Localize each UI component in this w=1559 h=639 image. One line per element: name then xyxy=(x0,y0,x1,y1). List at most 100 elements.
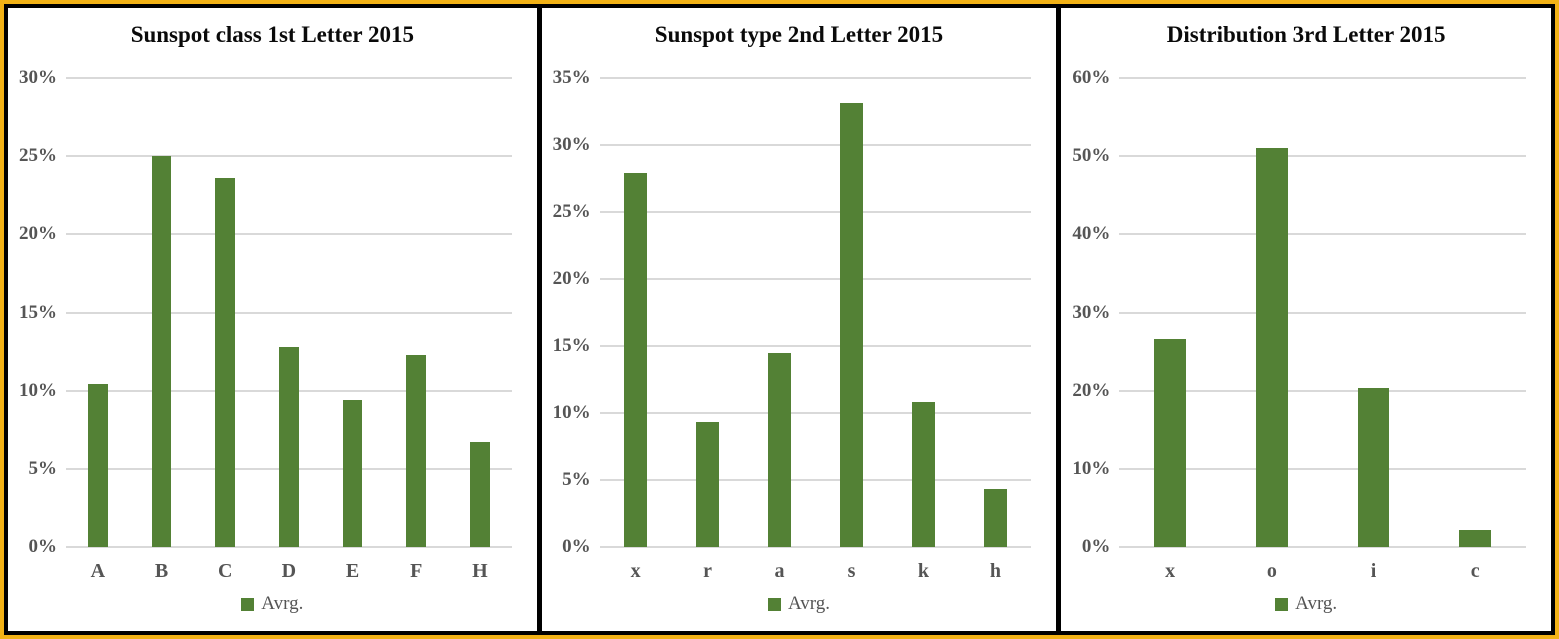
charts-board: Sunspot class 1st Letter 2015 0% 5% 10% 15%… xyxy=(4,4,1555,635)
legend: Avrg. xyxy=(1061,589,1551,619)
y-tick-label: 50% xyxy=(1072,145,1111,167)
y-tick-label: 60% xyxy=(1072,67,1111,88)
x-tick-label: C xyxy=(217,559,233,582)
bar-slot xyxy=(321,78,385,547)
chart-panel-distribution: Distribution 3rd Letter 2015 0% 10% 20% 30%… xyxy=(1056,8,1552,631)
gridline xyxy=(66,77,512,79)
gridline xyxy=(1119,389,1527,392)
chart-panel-sunspot-type: Sunspot type 2nd Letter 2015 0% 5% 10% 15% 2… xyxy=(536,8,1057,631)
x-tick-label: F xyxy=(410,559,423,582)
y-tick-label: 20% xyxy=(1072,379,1111,401)
bar-slot xyxy=(1119,78,1221,547)
x-tick-label: D xyxy=(281,559,297,582)
legend-swatch-icon xyxy=(241,597,255,611)
chart-area: 0% 5% 10% 15% 20% 25% 30% xyxy=(8,67,537,557)
gridline xyxy=(66,546,512,548)
bar-H xyxy=(470,442,490,547)
x-tick-label: o xyxy=(1266,559,1277,582)
bar-slot xyxy=(959,78,1031,547)
y-axis-tick-labels: 0% 10% 20% 30% 40% 50% 60% xyxy=(1061,67,1119,557)
x-tick-label: k xyxy=(917,559,929,582)
chart-panel-sunspot-class: Sunspot class 1st Letter 2015 0% 5% 10% 15%… xyxy=(8,8,537,631)
bar-series xyxy=(66,78,512,547)
y-tick-label: 25% xyxy=(552,201,591,222)
bar-o xyxy=(1256,148,1288,547)
gridline xyxy=(1119,467,1527,470)
y-tick-label: 0% xyxy=(28,536,58,557)
gridline xyxy=(599,479,1032,481)
gridline xyxy=(599,344,1032,347)
bar-slot xyxy=(1424,78,1526,547)
chart-area: 0% 5% 10% 15% 20% 25% 30% 35% xyxy=(542,67,1057,557)
bar-k xyxy=(912,402,935,547)
bar-a xyxy=(768,352,791,547)
bar-slot xyxy=(1221,78,1323,547)
bar-slot xyxy=(66,78,130,547)
bar-slot xyxy=(193,78,257,547)
x-tick-label: A xyxy=(90,559,106,582)
chart-title: Sunspot type 2nd Letter 2015 xyxy=(654,22,944,47)
bar-r xyxy=(696,422,719,547)
bar-s xyxy=(840,103,863,547)
gridline xyxy=(599,77,1032,79)
legend-swatch-icon xyxy=(767,597,781,611)
y-tick-label: 5% xyxy=(562,469,591,490)
legend-swatch-icon xyxy=(1275,597,1289,611)
plot-area xyxy=(66,77,512,548)
bar-F xyxy=(406,354,427,547)
x-tick-label: r xyxy=(703,559,713,582)
y-tick-label: 15% xyxy=(19,301,57,323)
x-tick-label: c xyxy=(1470,559,1480,582)
gridline xyxy=(1119,77,1527,79)
x-tick-label: a xyxy=(774,559,785,582)
gridlines xyxy=(599,77,1032,548)
y-tick-label: 10% xyxy=(19,379,57,401)
gridline xyxy=(66,311,512,314)
x-tick-label: x xyxy=(630,559,641,582)
y-tick-label: 30% xyxy=(552,134,591,155)
x-tick-label: H xyxy=(472,559,488,582)
bar-i xyxy=(1357,388,1390,547)
y-tick-label: 20% xyxy=(552,268,591,289)
gridline xyxy=(1119,311,1527,314)
y-tick-label: 30% xyxy=(19,67,57,88)
bar-slot xyxy=(448,78,512,547)
y-tick-label: 10% xyxy=(1072,457,1111,479)
bar-slot xyxy=(887,78,959,547)
bar-E xyxy=(342,400,363,547)
bar-slot xyxy=(257,78,321,547)
bar-slot xyxy=(600,78,672,547)
legend-label: Avrg. xyxy=(787,593,831,614)
y-tick-label: 0% xyxy=(1081,536,1111,557)
gridline xyxy=(599,546,1032,548)
x-tick-label: E xyxy=(345,559,360,582)
chart-area: 0% 10% 20% 30% 40% 50% 60% xyxy=(1061,67,1551,557)
y-tick-label: 0% xyxy=(562,536,591,557)
bar-x xyxy=(624,173,647,547)
chart-title: Distribution 3rd Letter 2015 xyxy=(1166,22,1446,47)
bar-slot xyxy=(672,78,744,547)
x-tick-label: x xyxy=(1165,559,1176,582)
legend: Avrg. xyxy=(8,589,537,619)
y-axis-tick-labels: 0% 5% 10% 15% 20% 25% 30% xyxy=(8,67,66,557)
y-tick-label: 5% xyxy=(28,457,58,479)
bar-D xyxy=(278,346,299,547)
x-tick-label: s xyxy=(847,559,856,582)
bar-series xyxy=(1119,78,1526,547)
y-tick-label: 10% xyxy=(552,402,591,423)
gridline xyxy=(599,143,1032,146)
plot-area xyxy=(1119,77,1527,548)
x-tick-label: B xyxy=(154,559,169,582)
y-axis-tick-labels: 0% 5% 10% 15% 20% 25% 30% 35% xyxy=(542,67,600,557)
gridline xyxy=(1119,546,1527,548)
y-tick-label: 25% xyxy=(19,145,57,167)
y-tick-label: 20% xyxy=(19,223,57,245)
bar-A xyxy=(87,384,108,547)
gridline xyxy=(66,233,512,236)
chart-title: Sunspot class 1st Letter 2015 xyxy=(130,22,414,47)
gridline xyxy=(599,278,1032,280)
gridline xyxy=(599,412,1032,414)
